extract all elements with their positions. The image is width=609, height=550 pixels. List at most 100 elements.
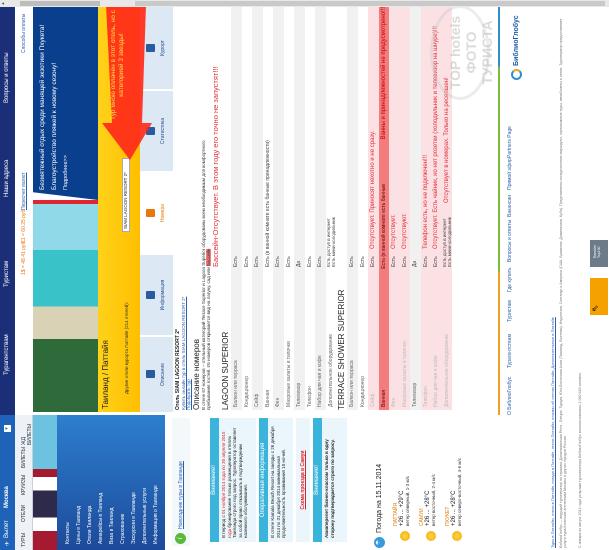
nav-item-agents[interactable]: Турагентствам	[4, 334, 10, 375]
sidebar-item[interactable]: Авиарейсы в Таиланд	[98, 492, 104, 544]
tab-train-tickets[interactable]: ЖД БИЛЕТЫ	[21, 424, 33, 445]
nav-item-tourists[interactable]: Туристам	[4, 260, 10, 287]
chevron-down-icon[interactable]: ▾	[4, 425, 11, 432]
amenity-value: Есть	[275, 256, 281, 267]
arrow-annotation-text: Тур мною оплачен в этот отель, но с кате…	[110, 10, 125, 120]
watermark: TOP hotels ФОТО ТУРИСТА	[430, 5, 495, 100]
tab-hotels[interactable]: ОТЕЛИ	[21, 504, 27, 522]
amenity-value: Да	[296, 260, 302, 267]
tab-description[interactable]: Описание	[140, 337, 173, 412]
footer-seo-links[interactable]: Туры в Паттайю, отели в Паттайе, погода …	[550, 317, 555, 548]
sidebar-item[interactable]: Виза в Таиланд	[109, 507, 115, 544]
amenity-value: Есть	[317, 256, 323, 267]
footer-link[interactable]: Partners Page	[507, 126, 513, 158]
sidebar-item[interactable]: Дополнительные услуги	[142, 488, 148, 544]
red-annotation: Телефон есть, но не подключен!!!	[422, 154, 429, 249]
top-nav: ✈ Вылет Москва ▾ Турагентствам Туристам …	[0, 7, 15, 550]
footer-link[interactable]: Туристам	[507, 300, 513, 322]
notice-box: Внимание! В период с 01 ноября 2014 года…	[210, 418, 256, 542]
tab-tickets[interactable]: БИЛЕТЫ	[21, 447, 27, 468]
table-row: Телефон Есть	[305, 7, 316, 410]
payment-methods-link[interactable]: Способы оплаты	[21, 13, 27, 53]
amenity-value: Есть (в ванной комнате есть банные прина…	[380, 183, 398, 269]
notice-text: Авиаперелет бизнес-классом только в одну…	[324, 439, 335, 538]
footer-link[interactable]: Прямой эфир	[507, 158, 513, 190]
vertical-scrollbar[interactable]: ▲	[0, 0, 609, 7]
sidebar-item[interactable]: Страхование	[120, 513, 126, 544]
eur-rate: €1 = 60.25 руб.	[21, 208, 27, 243]
currency-convert-link[interactable]: Пересчет валют	[21, 172, 27, 210]
tab-tours[interactable]: ТУРЫ	[21, 533, 27, 547]
amenity-label: Телевизор	[412, 382, 418, 407]
thailand-flag-image	[33, 415, 57, 550]
hotel-select[interactable]: SIAM LAGOON RESORT 2*	[122, 158, 130, 232]
amenity-value: Есть	[433, 256, 439, 267]
sidebar-item[interactable]: Экскурсии в Таиланде	[131, 492, 137, 544]
location-title: Таиланд / Паттайя	[101, 340, 110, 409]
footer-link[interactable]: Где купить	[507, 267, 513, 292]
footer-link[interactable]: Турагентствам	[507, 334, 513, 368]
departure-selector[interactable]: ✈ Вылет Москва ▾	[0, 415, 15, 550]
table-row: Ванная Есть (в ванной комнате есть банные…	[378, 7, 398, 410]
table-row: Сейф Есть Отсутствует. Приносят нехотно и …	[368, 7, 379, 410]
amenity-label: Набор для чая и кофе	[433, 355, 439, 407]
weather-city: САМУИ +26 ... +28°C ветер восточный, 2-4 м…	[419, 474, 437, 541]
samui-map-link[interactable]: Схема проезда в Самуи	[300, 450, 306, 510]
tab-cruises[interactable]: КРУИЗЫ	[21, 474, 27, 495]
sidebar-item[interactable]: Контакты	[65, 522, 71, 544]
amenity-value: Есть	[359, 256, 366, 267]
promo-banner[interactable]: Безмятежный отдых среди манящей экзотики…	[33, 7, 98, 200]
amenity-value: Есть	[349, 256, 355, 267]
scrollbar-thumb[interactable]	[20, 1, 100, 6]
amenity-label: Махровые халаты и тапочки	[285, 341, 292, 407]
table-row: Фен Есть Отсутствует.	[389, 7, 400, 410]
pick-tour-link[interactable]: Подобрать тур	[186, 379, 191, 410]
tab-rooms[interactable]: Номера	[140, 173, 173, 253]
bed-icon	[146, 209, 155, 217]
pool-annotation: Бассейн-Отсутствует. В этом году его точ…	[211, 66, 220, 267]
sun-icon	[452, 531, 462, 541]
amenity-value: Есть	[233, 256, 239, 267]
biblio-globus-logo[interactable]: БиблиоГлобус	[510, 10, 524, 80]
sidebar-item[interactable]: Цены в Таиланд	[76, 505, 82, 544]
new-year-promo: i Новогодние туры в Таиланде	[172, 418, 190, 546]
amenity-label: Сейф	[370, 393, 376, 407]
table-row: Кондиционер Есть	[358, 7, 369, 410]
sidebar-item[interactable]: Информация о Таиланде	[153, 485, 159, 544]
amenity-value: Есть	[285, 256, 292, 267]
counter-badge[interactable]: ⇖	[590, 278, 608, 315]
notice-box-2: Внимание! Авиаперелет бизнес-классом тол…	[313, 418, 347, 542]
red-annotation: Отсутствует.	[391, 214, 397, 249]
amenity-label: Кондиционер	[243, 376, 250, 407]
samui-link-box: Схема проезда в Самуи	[296, 418, 310, 542]
footer-link[interactable]: Вопросы и ответы	[507, 219, 513, 262]
promo-more-link[interactable]: Подробнее>>	[63, 155, 69, 190]
weather-icon: ☂	[374, 537, 385, 548]
footer-divider	[498, 5, 500, 415]
globe-icon	[511, 69, 522, 80]
amenity-value: Есть	[254, 256, 260, 267]
rooms-description: В отеле 67 номеров – отельный категорий …	[201, 140, 211, 410]
amenity-label: Телефон	[422, 386, 429, 407]
new-year-tours-link[interactable]: Новогодние туры в Таиланде	[178, 461, 184, 529]
tab-information[interactable]: Информация	[140, 255, 173, 335]
sun-icon	[400, 531, 410, 541]
notice-text: В период с 01 ноября 2014 года по 30 апр…	[221, 427, 248, 539]
departure-city[interactable]: Москва	[4, 486, 10, 508]
amenity-value: Да	[412, 260, 418, 267]
scroll-up-arrow-icon[interactable]: ▲	[0, 1, 5, 6]
rambler-badge[interactable]: Rambler Top100	[590, 240, 608, 267]
sidebar-item[interactable]: Отели Таиланда	[87, 505, 93, 544]
amenity-value: Есть (в ванной комнате есть банные прина…	[264, 140, 271, 267]
product-tabs: ТУРЫ ОТЕЛИ КРУИЗЫ БИЛЕТЫ ЖД БИЛЕТЫ	[15, 415, 33, 550]
annotation-arrow	[102, 5, 152, 160]
rooms-content: Отель SIAM LAGOON RESORT 2* Купить онлай…	[173, 7, 468, 410]
table-row: Телевизор Да	[410, 7, 421, 410]
footer-link[interactable]: О БиблиоГлобус	[507, 376, 513, 415]
footer-link[interactable]: Вакансии	[507, 194, 513, 217]
nav-item-faq[interactable]: Вопросы и ответы	[4, 52, 10, 103]
scrollbar-track-segment[interactable]	[135, 1, 605, 6]
nav-item-addresses[interactable]: Наши адреса	[4, 159, 10, 197]
red-annotation: Ванны и принадлежностей не предусмотрено…	[380, 7, 387, 140]
table-row: Махровые халаты и тапочки Есть Отсутствуют…	[399, 7, 410, 410]
